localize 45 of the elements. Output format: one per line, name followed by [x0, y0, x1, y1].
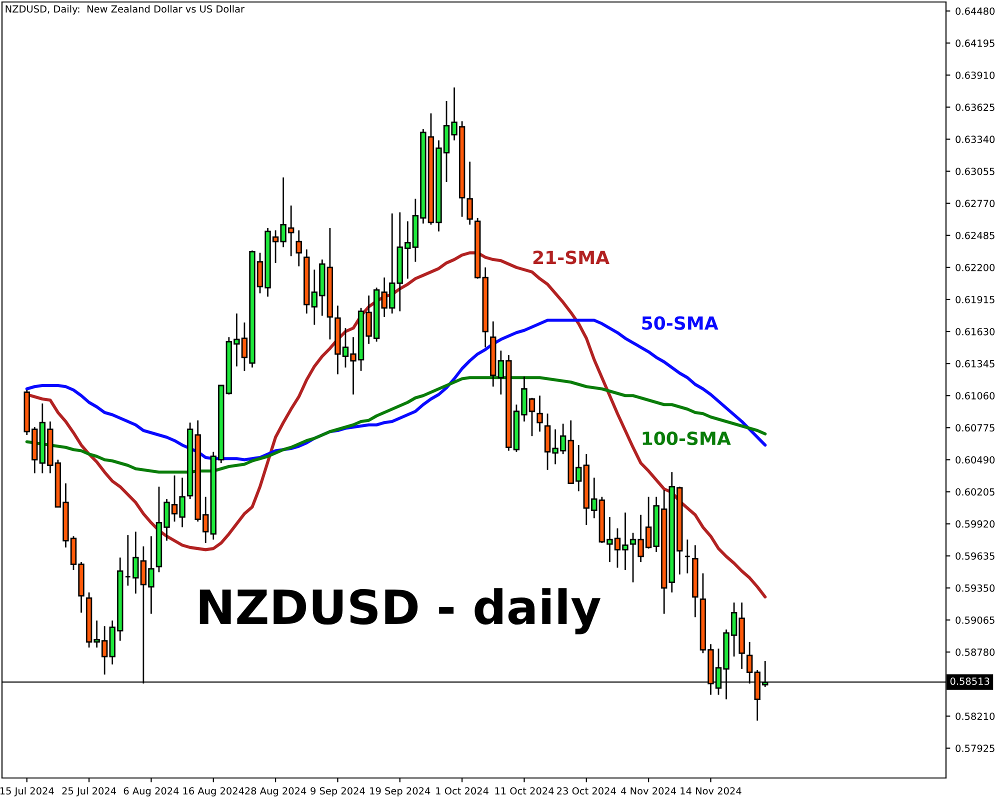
ref-line-label: 0.58513	[950, 678, 990, 685]
y-tick-label: 0.58780	[956, 648, 995, 656]
y-tick-label: 0.61345	[956, 360, 994, 368]
y-tick-label: 0.61060	[956, 392, 995, 400]
y-tick-label: 0.63340	[956, 136, 995, 144]
y-tick-label: 0.63910	[956, 72, 995, 79]
series-label: 100-SMA	[642, 432, 731, 446]
series-label: 21-SMA	[533, 250, 610, 264]
y-tick-label: 0.59635	[956, 552, 994, 560]
y-tick-label: 0.64480	[956, 7, 995, 15]
x-tick-label: 28 Aug 2024	[245, 787, 306, 796]
annotation: NZDUSD - daily	[200, 588, 601, 634]
y-tick-label: 0.63055	[956, 168, 994, 176]
candlestick	[124, 534, 131, 586]
chart-title: NZDUSD, Daily: New Zealand Dollar vs US Dollar	[6, 5, 244, 15]
y-tick-label: 0.59350	[956, 584, 995, 592]
candlestick	[684, 538, 691, 574]
y-tick-label: 0.64195	[956, 40, 994, 47]
candlestick	[296, 230, 302, 267]
x-tick-label: 25 Jul 2024	[62, 787, 116, 796]
y-tick-label: 0.58210	[956, 712, 995, 720]
x-tick-label: 19 Sep 2024	[370, 787, 430, 796]
y-tick-label: 0.57925	[956, 744, 994, 752]
y-tick-label: 0.60775	[956, 424, 994, 432]
y-tick-label: 0.62200	[956, 264, 995, 272]
y-tick-label: 0.60490	[956, 456, 995, 464]
y-tick-label: 0.61630	[956, 328, 995, 336]
y-tick-label: 0.63625	[956, 104, 994, 111]
y-tick-label: 0.62485	[956, 232, 994, 240]
y-tick-label: 0.60205	[956, 488, 994, 496]
candlestick	[536, 394, 543, 432]
x-tick-label: 4 Nov 2024	[620, 787, 676, 795]
y-tick-label: 0.62770	[956, 200, 995, 208]
x-tick-label: 14 Nov 2024	[680, 787, 742, 795]
y-tick-label: 0.61915	[956, 296, 994, 304]
y-tick-label: 0.59920	[956, 520, 995, 528]
x-tick-label: 6 Aug 2024	[124, 787, 179, 796]
x-tick-label: 23 Oct 2024	[557, 787, 616, 795]
x-tick-label: 9 Sep 2024	[310, 787, 365, 796]
x-tick-label: 16 Aug 2024	[183, 787, 244, 796]
x-tick-label: 15 Jul 2024	[0, 787, 54, 796]
y-tick-label: 0.59065	[956, 616, 994, 624]
x-tick-label: 11 Oct 2024	[495, 787, 554, 795]
x-tick-label: 1 Oct 2024	[436, 787, 488, 795]
series-label: 50-SMA	[642, 316, 718, 330]
